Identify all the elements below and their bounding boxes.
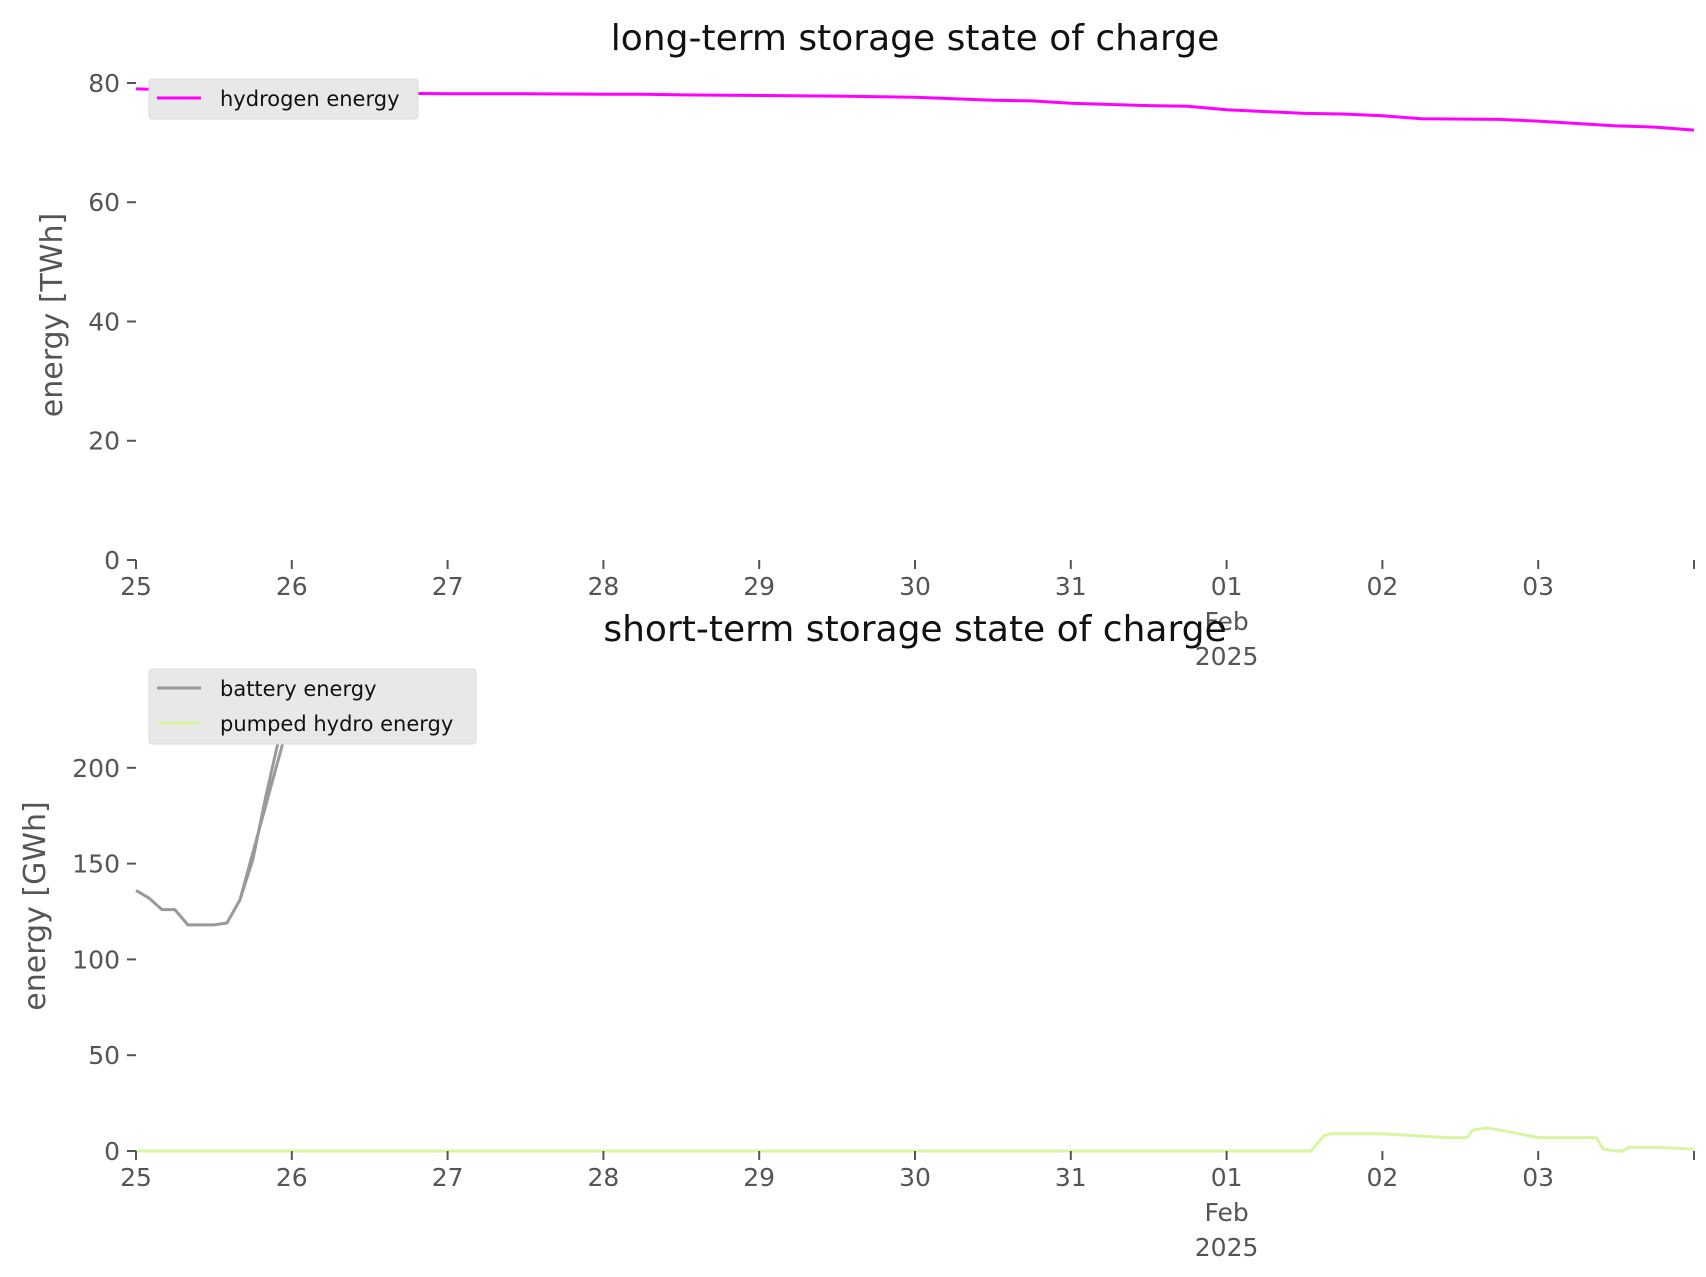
- y-axis-label-twh: energy [TWh]: [35, 213, 70, 417]
- legend-long-term: hydrogen energy: [148, 78, 419, 120]
- x-tick-label: 01: [1211, 572, 1243, 601]
- y-tick-label: 0: [104, 1137, 120, 1166]
- y-tick-label: 80: [88, 69, 120, 98]
- x-tick-label: 31: [1055, 572, 1087, 601]
- axes-long-term: 0 20 40 60 80 25 26 27 28 29 30 31 01 Feb 2025 02 03: [88, 69, 1695, 671]
- x-tick-label: 30: [899, 572, 931, 601]
- x-tick-label: 28: [587, 572, 619, 601]
- y-tick-label: 50: [88, 1041, 120, 1070]
- x-month-label: Feb: [1204, 607, 1248, 636]
- x-tick-label: 03: [1522, 1163, 1554, 1192]
- y-axis-label-gwh: energy [GWh]: [18, 801, 53, 1010]
- legend-box: [148, 668, 477, 745]
- series-line-hydrogen-energy: [135, 87, 1695, 132]
- legend-label-hydrogen: hydrogen energy: [220, 87, 400, 111]
- y-tick-label: 0: [104, 546, 120, 575]
- y-tick-label: 60: [88, 188, 120, 217]
- x-tick-label: 30: [899, 1163, 931, 1192]
- short-term-storage-chart: short-term storage state of charge energ…: [18, 609, 1695, 1262]
- x-year-label: 2025: [1195, 642, 1259, 671]
- x-tick-label: 01: [1211, 1163, 1243, 1192]
- legend-label-pumped-hydro: pumped hydro energy: [220, 712, 453, 736]
- x-tick-label: 02: [1366, 572, 1398, 601]
- axes-short-term: 0 50 100 150 200 25 26 27 28 29 30 31 01 Feb 2025 02 03: [72, 754, 1695, 1262]
- x-month-label: Feb: [1204, 1198, 1248, 1227]
- y-tick-label: 40: [88, 307, 120, 336]
- legend-short-term: battery energy pumped hydro energy: [148, 668, 477, 745]
- y-tick-label: 100: [72, 945, 120, 974]
- chart-title-short-term: short-term storage state of charge: [603, 609, 1226, 650]
- x-tick-label: 28: [587, 1163, 619, 1192]
- x-year-label: 2025: [1195, 1233, 1259, 1262]
- x-tick-label: 25: [120, 1163, 152, 1192]
- x-tick-label: 29: [743, 572, 775, 601]
- x-tick-label: 27: [432, 1163, 464, 1192]
- legend-label-battery: battery energy: [220, 677, 377, 701]
- plot-area-long-term: [135, 87, 1695, 132]
- y-tick-label: 200: [72, 754, 120, 783]
- x-tick-label: 03: [1522, 572, 1554, 601]
- x-tick-label: 26: [276, 572, 308, 601]
- long-term-storage-chart: long-term storage state of charge energy…: [35, 18, 1695, 671]
- x-tick-label: 29: [743, 1163, 775, 1192]
- y-tick-label: 150: [72, 850, 120, 879]
- legend-box: [148, 78, 419, 120]
- x-tick-label: 31: [1055, 1163, 1087, 1192]
- plot-area-short-term: [135, 708, 1695, 1153]
- series-line-pumped-hydro-energy: [136, 1126, 1695, 1153]
- x-tick-label: 27: [432, 572, 464, 601]
- x-tick-label: 25: [120, 572, 152, 601]
- y-tick-label: 20: [88, 427, 120, 456]
- x-tick-label: 26: [276, 1163, 308, 1192]
- chart-title-long-term: long-term storage state of charge: [611, 18, 1219, 59]
- x-tick-label: 02: [1366, 1163, 1398, 1192]
